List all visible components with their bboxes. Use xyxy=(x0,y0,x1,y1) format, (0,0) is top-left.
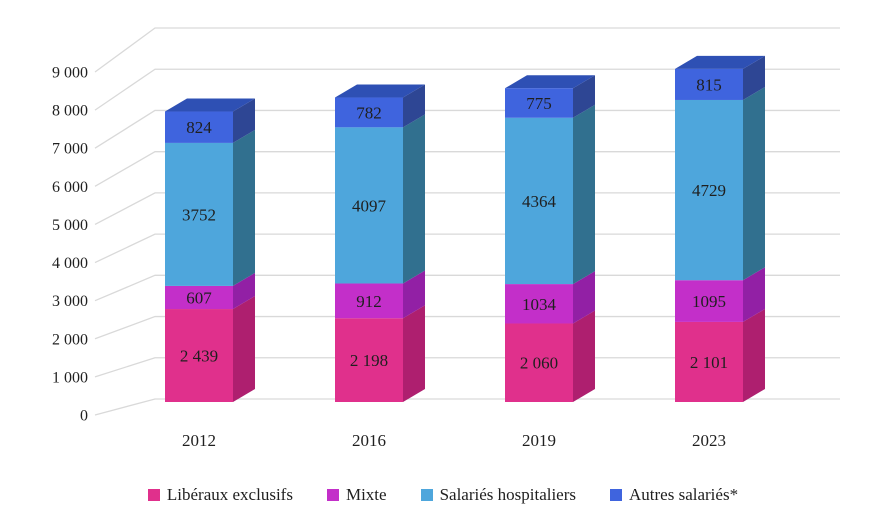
category-label: 2023 xyxy=(692,431,726,450)
bar-segment-side xyxy=(573,104,595,285)
y-tick-label: 4 000 xyxy=(52,255,88,272)
gridline xyxy=(94,192,840,226)
gridline xyxy=(94,315,840,340)
legend-item: Libéraux exclusifs xyxy=(147,485,293,505)
y-tick-label: 8 000 xyxy=(52,103,88,120)
bar-value-label: 2 439 xyxy=(180,347,218,366)
y-tick-label: 3 000 xyxy=(52,293,88,310)
bar-segment-side xyxy=(403,305,425,402)
bar-group-2012: 2 439 607 3752 824 2012 xyxy=(165,98,255,450)
bar-segment-side xyxy=(743,308,765,402)
bar-value-label: 1034 xyxy=(522,295,557,314)
y-tick-label: 5 000 xyxy=(52,217,88,234)
bar-segment-side xyxy=(233,296,255,402)
legend-item: Salariés hospitaliers xyxy=(420,485,577,505)
bar-value-label: 607 xyxy=(186,288,212,307)
bar-segment xyxy=(505,323,573,402)
bar-value-label: 775 xyxy=(526,94,552,113)
bar-value-label: 815 xyxy=(696,75,722,94)
bar-segment xyxy=(675,321,743,402)
y-tick-label: 0 xyxy=(80,408,88,425)
bar-value-label: 2 198 xyxy=(350,351,388,370)
bar-segment-side xyxy=(573,75,595,118)
gridline xyxy=(94,398,840,416)
bar-segment-top xyxy=(335,84,425,98)
bar-segment xyxy=(165,285,233,310)
bar-value-label: 2 060 xyxy=(520,354,558,373)
bar-segment xyxy=(335,97,403,128)
bar-segment-top xyxy=(505,75,595,89)
y-tick-label: 7 000 xyxy=(52,141,88,158)
gridline xyxy=(94,233,840,264)
legend-swatch-icon xyxy=(420,489,433,501)
bar-segment-side xyxy=(403,84,425,128)
category-label: 2019 xyxy=(522,431,556,450)
bar-segment-side xyxy=(743,267,765,322)
bar-segment xyxy=(165,142,233,286)
bar-segment xyxy=(505,284,573,324)
bar-segment-side xyxy=(743,55,765,100)
gridline xyxy=(94,274,840,302)
chart-legend: Libéraux exclusifs Mixte Salariés hospital… xyxy=(0,485,886,505)
bar-segment-side xyxy=(573,271,595,324)
bar-segment xyxy=(675,280,743,322)
legend-item: Autres salariés* xyxy=(610,485,738,505)
bar-segment-side xyxy=(233,129,255,286)
legend-label: Autres salariés* xyxy=(629,485,739,504)
bar-value-label: 824 xyxy=(186,118,212,137)
category-label: 2016 xyxy=(352,431,386,450)
bar-group-2023: 2 101 1095 4729 815 2023 xyxy=(675,55,765,450)
bar-segment xyxy=(335,127,403,284)
bar-segment xyxy=(335,283,403,319)
legend-label: Mixte xyxy=(345,485,387,504)
legend-swatch-icon xyxy=(326,489,339,501)
category-label: 2012 xyxy=(182,431,216,450)
bar-segment xyxy=(505,117,573,285)
gridline xyxy=(94,109,840,149)
bar-value-label: 4729 xyxy=(692,181,726,200)
legend-label: Salariés hospitaliers xyxy=(439,485,577,504)
gridline xyxy=(94,27,840,73)
gridline xyxy=(94,357,840,378)
bar-segment xyxy=(505,88,573,118)
bar-value-label: 1095 xyxy=(692,292,726,311)
bar-group-2016: 2 198 912 4097 782 2016 xyxy=(335,84,425,450)
bar-segment-side xyxy=(233,272,255,310)
y-tick-label: 2 000 xyxy=(52,331,88,348)
bar-segment-side xyxy=(743,86,765,281)
bar-segment-side xyxy=(233,98,255,143)
bar-segment-side xyxy=(573,310,595,402)
bar-segment-side xyxy=(403,270,425,319)
legend-swatch-icon xyxy=(610,489,623,501)
bar-value-label: 3752 xyxy=(182,205,216,224)
bar-value-label: 912 xyxy=(356,292,382,311)
legend-label: Libéraux exclusifs xyxy=(166,485,293,504)
gridlines xyxy=(94,27,840,416)
y-tick-label: 1 000 xyxy=(52,369,88,386)
bar-segment xyxy=(675,68,743,100)
bar-value-label: 4097 xyxy=(352,196,387,215)
bar-segment-top xyxy=(675,55,765,69)
bar-value-label: 4364 xyxy=(522,192,557,211)
bar-group-2019: 2 060 1034 4364 775 2019 xyxy=(505,75,595,450)
y-tick-label: 6 000 xyxy=(52,179,88,196)
bar-segment-top xyxy=(165,98,255,112)
bar-segment xyxy=(165,111,233,143)
bar-segment xyxy=(165,309,233,402)
gridline xyxy=(94,151,840,187)
bar-segment xyxy=(335,318,403,402)
bar-value-label: 2 101 xyxy=(690,353,728,372)
bar-segment-side xyxy=(403,114,425,284)
legend-swatch-icon xyxy=(147,489,160,501)
bar-segment xyxy=(675,99,743,281)
gridline xyxy=(94,68,840,111)
y-axis: 0 1 000 2 000 3 000 4 000 5 000 6 000 7 000 8 00… xyxy=(52,65,88,425)
legend-item: Mixte xyxy=(326,485,387,505)
y-tick-label: 9 000 xyxy=(52,65,88,82)
bar-value-label: 782 xyxy=(356,103,382,122)
